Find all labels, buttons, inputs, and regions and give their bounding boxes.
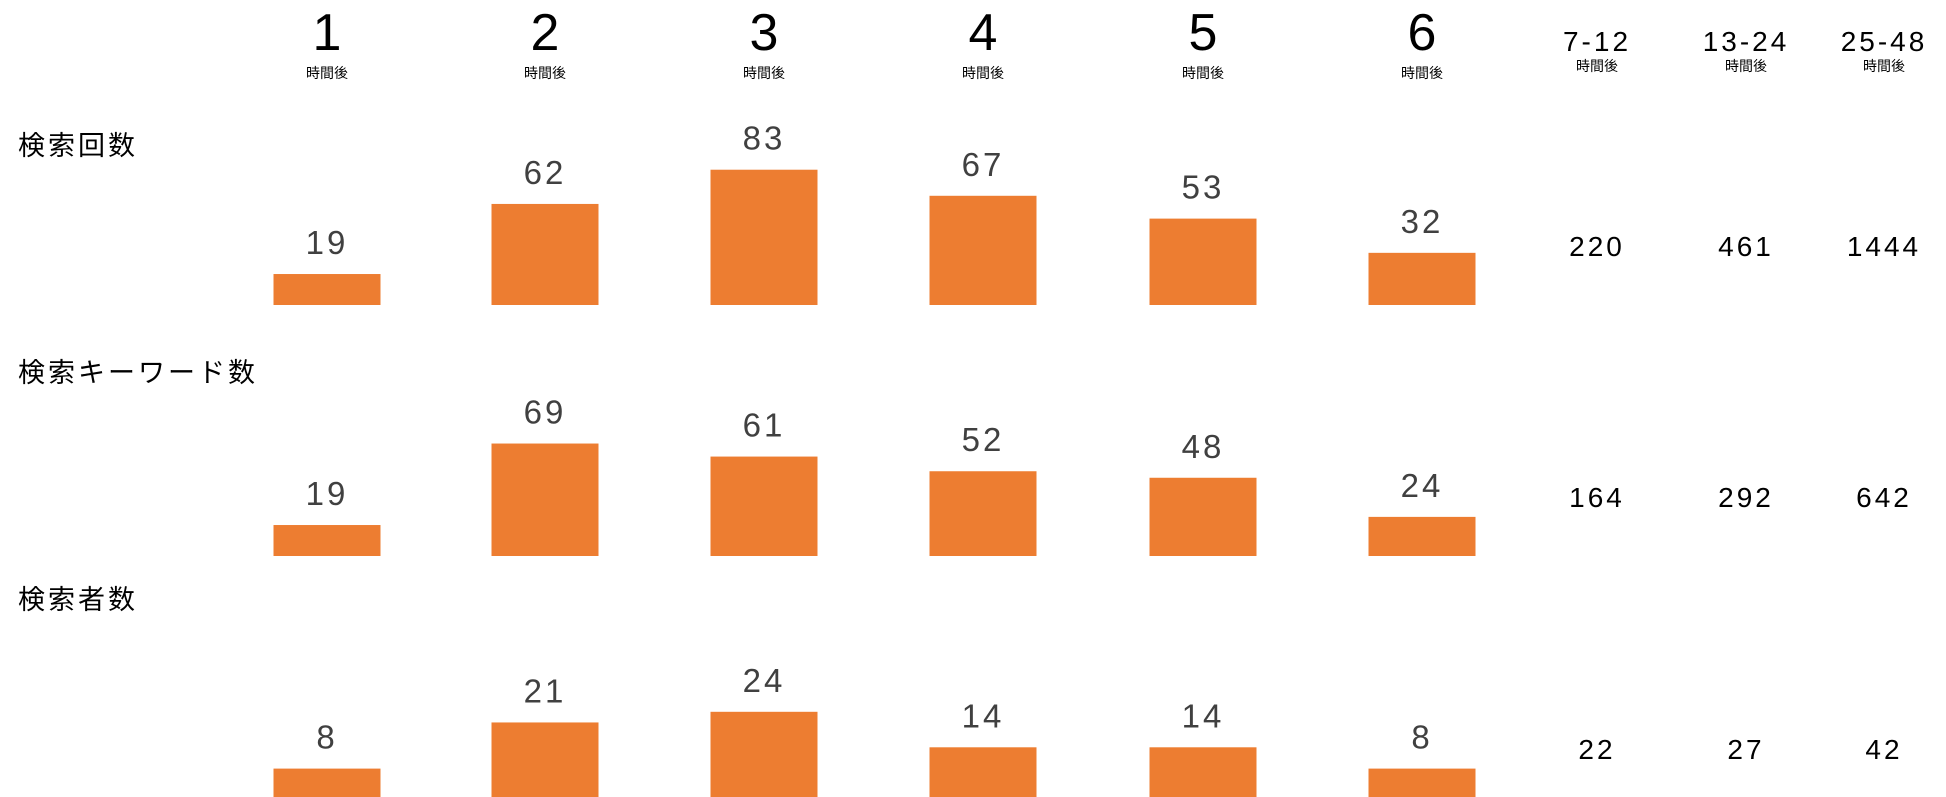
hour-suffix-label: 時間後 [1725, 59, 1767, 75]
bar-value-label: 19 [306, 224, 349, 261]
bar [273, 768, 381, 797]
bar-value-label: 69 [524, 394, 567, 431]
hour-suffix-label: 時間後 [1401, 66, 1443, 82]
bar [491, 443, 599, 556]
bar-value-label: 61 [743, 407, 786, 444]
bar-value-label: 8 [1411, 719, 1432, 756]
range-total-label: 642 [1856, 482, 1912, 513]
bar [1368, 252, 1476, 305]
bar-value-label: 52 [962, 421, 1005, 458]
range-total-label: 292 [1718, 482, 1774, 513]
hour-suffix-label: 時間後 [962, 66, 1004, 82]
hour-header-2: 2 [531, 4, 560, 62]
range-total-label: 461 [1718, 231, 1774, 262]
row-label: 検索回数 [18, 131, 138, 162]
bar [710, 711, 818, 797]
bar [929, 195, 1037, 305]
hour-suffix-label: 時間後 [1863, 59, 1905, 75]
bar-value-label: 21 [524, 672, 567, 709]
hour-header-1: 1 [313, 4, 342, 62]
hour-suffix-label: 時間後 [743, 66, 785, 82]
bar-value-label: 67 [962, 146, 1005, 183]
bar-value-label: 48 [1182, 428, 1225, 465]
hour-suffix-label: 時間後 [306, 66, 348, 82]
hour-suffix-label: 時間後 [1182, 66, 1224, 82]
hour-range-header-13-24: 13-24 [1703, 26, 1790, 57]
bar-value-label: 62 [524, 154, 567, 191]
bar [710, 456, 818, 556]
bar [491, 722, 599, 797]
bar [929, 471, 1037, 556]
bar-value-label: 24 [743, 662, 786, 699]
range-total-label: 1444 [1847, 231, 1921, 262]
hour-range-header-7-12: 7-12 [1563, 26, 1631, 57]
bar [1368, 768, 1476, 797]
bar-value-label: 83 [743, 120, 786, 157]
row-label: 検索キーワード数 [18, 358, 258, 389]
bar [929, 747, 1037, 797]
bar-value-label: 14 [962, 697, 1005, 734]
hour-header-3: 3 [750, 4, 779, 62]
bar [1149, 218, 1257, 305]
bar [1368, 516, 1476, 556]
hour-header-6: 6 [1408, 4, 1437, 62]
bar [491, 203, 599, 305]
hour-header-4: 4 [969, 4, 998, 62]
bar [710, 169, 818, 305]
bar [1149, 747, 1257, 797]
bar [273, 525, 381, 556]
bar-value-label: 19 [306, 475, 349, 512]
hour-suffix-label: 時間後 [1576, 59, 1618, 75]
hour-header-5: 5 [1189, 4, 1218, 62]
bar-value-label: 32 [1401, 203, 1444, 240]
hour-range-header-25-48: 25-48 [1841, 26, 1928, 57]
range-total-label: 22 [1578, 734, 1615, 765]
range-total-label: 220 [1569, 231, 1625, 262]
row-label: 検索者数 [18, 585, 138, 616]
bar-value-label: 8 [316, 719, 337, 756]
bar [273, 274, 381, 305]
bar-value-label: 14 [1182, 697, 1225, 734]
bar-value-label: 24 [1401, 467, 1444, 504]
bar [1149, 477, 1257, 556]
range-total-label: 42 [1865, 734, 1902, 765]
range-total-label: 27 [1727, 734, 1764, 765]
bar-value-label: 53 [1182, 169, 1225, 206]
range-total-label: 164 [1569, 482, 1625, 513]
hour-suffix-label: 時間後 [524, 66, 566, 82]
